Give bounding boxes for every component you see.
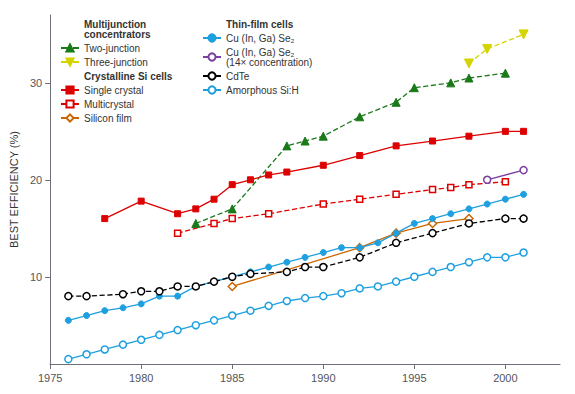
svg-text:Cu (In, Ga) Se₂: Cu (In, Ga) Se₂ — [226, 46, 295, 58]
svg-text:1980: 1980 — [129, 372, 153, 384]
svg-text:Single crystal: Single crystal — [84, 85, 143, 96]
svg-text:Thin-film cells: Thin-film cells — [226, 19, 294, 30]
svg-text:BEST EFFICIENCY (%): BEST EFFICIENCY (%) — [8, 131, 20, 248]
svg-text:1985: 1985 — [220, 372, 244, 384]
svg-text:(14× concentration): (14× concentration) — [226, 57, 312, 68]
svg-text:2000: 2000 — [493, 372, 517, 384]
svg-text:1995: 1995 — [402, 372, 426, 384]
svg-text:1975: 1975 — [38, 372, 62, 384]
svg-text:1990: 1990 — [311, 372, 335, 384]
svg-text:CdTe: CdTe — [226, 71, 250, 82]
svg-text:20: 20 — [30, 174, 42, 186]
svg-text:Crystalline Si cells: Crystalline Si cells — [84, 71, 173, 82]
svg-text:Silicon film: Silicon film — [84, 113, 132, 124]
svg-text:10: 10 — [30, 271, 42, 283]
svg-text:Two-junction: Two-junction — [84, 43, 140, 54]
svg-text:Three-junction: Three-junction — [84, 57, 148, 68]
svg-text:Cu (In, Ga) Se₂: Cu (In, Ga) Se₂ — [226, 33, 294, 44]
svg-text:30: 30 — [30, 77, 42, 89]
svg-text:Amorphous Si:H: Amorphous Si:H — [226, 85, 299, 96]
svg-text:concentrators: concentrators — [84, 29, 151, 40]
svg-text:Multijunction: Multijunction — [84, 18, 147, 30]
svg-text:Multicrystal: Multicrystal — [84, 99, 134, 110]
